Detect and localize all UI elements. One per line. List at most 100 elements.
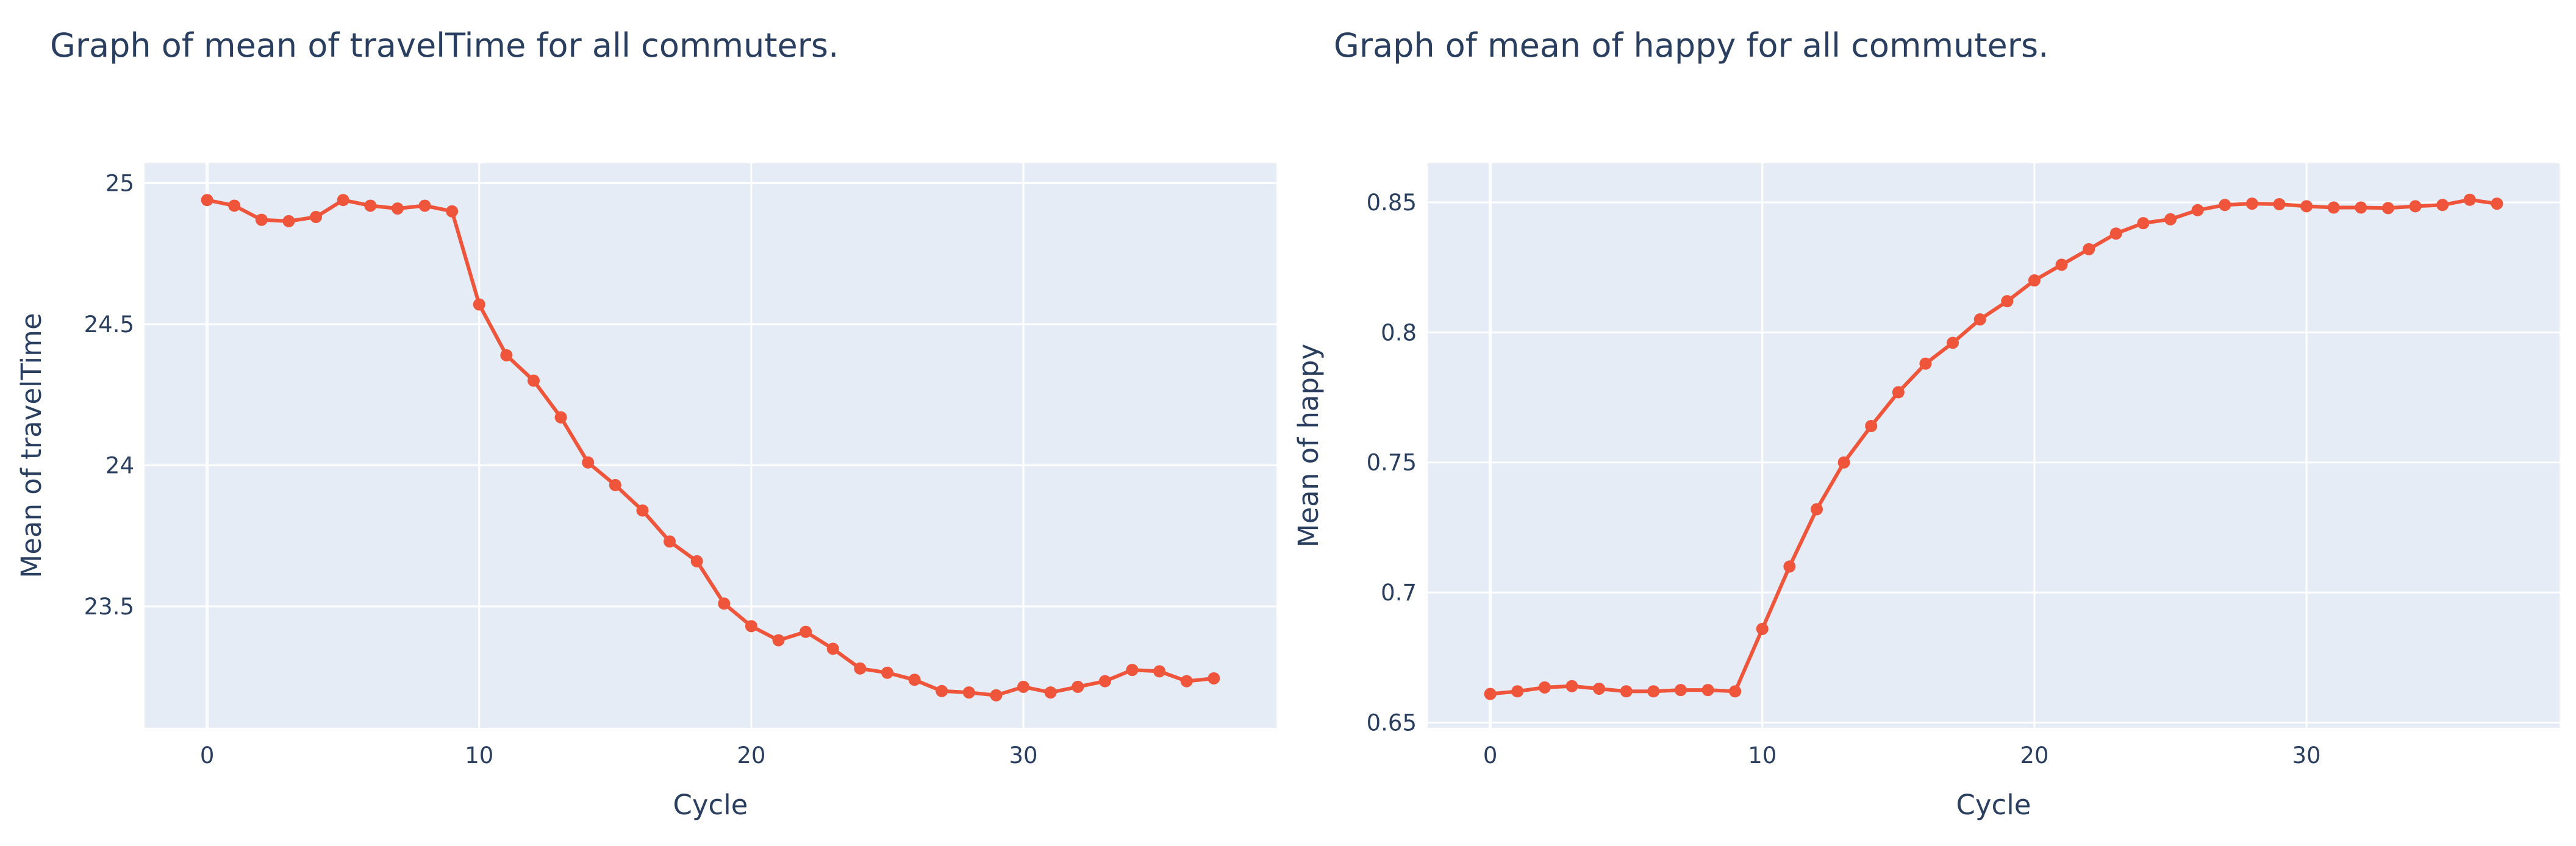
y-tick-label: 24.5 bbox=[84, 311, 134, 338]
x-tick-label: 10 bbox=[1748, 742, 1776, 769]
data-point bbox=[255, 213, 268, 226]
data-point bbox=[2109, 227, 2122, 240]
y-tick-label: 0.85 bbox=[1367, 190, 1417, 216]
data-point bbox=[282, 215, 295, 227]
data-point bbox=[1126, 664, 1139, 677]
data-point bbox=[1892, 386, 1905, 399]
data-point bbox=[1208, 672, 1220, 684]
y-tick-label: 0.65 bbox=[1367, 709, 1417, 736]
x-tick-label: 10 bbox=[465, 742, 493, 769]
data-point bbox=[1811, 503, 1823, 516]
data-point bbox=[2409, 200, 2422, 213]
y-tick-label: 0.75 bbox=[1367, 450, 1417, 476]
data-point bbox=[1837, 456, 1850, 469]
x-tick-labels-travel-time: 0 10 20 30 bbox=[200, 742, 1038, 769]
y-tick-labels-happy: 0.65 0.7 0.75 0.8 0.85 bbox=[1367, 190, 1417, 736]
x-tick-label: 0 bbox=[200, 742, 215, 769]
data-point bbox=[1919, 357, 1932, 370]
data-point bbox=[1538, 681, 1551, 694]
series-markers-happy bbox=[1484, 193, 2503, 700]
data-point bbox=[2219, 199, 2231, 212]
data-point bbox=[1756, 622, 1769, 635]
x-tick-label: 30 bbox=[1009, 742, 1038, 769]
data-point bbox=[337, 194, 349, 207]
chart-title-happy: Graph of mean of happy for all commuters… bbox=[1334, 26, 2048, 65]
data-point bbox=[500, 349, 513, 361]
data-point bbox=[718, 597, 731, 610]
x-tick-label: 30 bbox=[2292, 742, 2321, 769]
data-point bbox=[609, 478, 621, 491]
data-point bbox=[1647, 685, 1660, 698]
data-point bbox=[1947, 336, 1959, 349]
data-point bbox=[2491, 197, 2503, 210]
data-point bbox=[473, 298, 485, 311]
chart-title-travel-time: Graph of mean of travelTime for all comm… bbox=[50, 26, 839, 65]
data-point bbox=[1674, 684, 1687, 697]
data-point bbox=[936, 684, 948, 697]
data-point bbox=[310, 210, 323, 223]
data-point bbox=[201, 194, 213, 207]
data-point bbox=[2381, 202, 2394, 215]
data-point bbox=[826, 642, 839, 655]
data-point bbox=[1180, 675, 1193, 688]
data-point bbox=[2083, 243, 2095, 255]
data-point bbox=[391, 202, 404, 215]
data-point bbox=[1783, 560, 1796, 573]
data-point bbox=[1565, 680, 1578, 692]
y-tick-label: 0.7 bbox=[1381, 580, 1417, 606]
y-tick-labels-travel-time: 23.5 24 24.5 25 bbox=[84, 170, 134, 620]
data-point bbox=[2327, 201, 2340, 214]
data-point bbox=[2164, 213, 2177, 226]
x-tick-label: 0 bbox=[1483, 742, 1498, 769]
data-point bbox=[690, 555, 703, 567]
data-point bbox=[990, 689, 1003, 702]
x-tick-labels-happy: 0 10 20 30 bbox=[1483, 742, 2321, 769]
y-grid-happy bbox=[1428, 201, 2560, 723]
data-point bbox=[2273, 197, 2286, 210]
data-point bbox=[446, 205, 459, 218]
chart-happy: Graph of mean of happy for all commuters… bbox=[1292, 26, 2560, 821]
data-point bbox=[2001, 295, 2014, 308]
data-point bbox=[2245, 197, 2258, 210]
data-point bbox=[1098, 675, 1111, 688]
data-point bbox=[800, 625, 812, 638]
data-point bbox=[1620, 685, 1633, 698]
data-point bbox=[2055, 258, 2068, 271]
data-point bbox=[1701, 684, 1714, 697]
data-point bbox=[1511, 685, 1524, 698]
plot-area-happy bbox=[1428, 163, 2560, 728]
data-point bbox=[636, 504, 649, 517]
data-point bbox=[1973, 313, 1986, 326]
data-point bbox=[1017, 680, 1030, 693]
y-axis-title-happy: Mean of happy bbox=[1292, 344, 1325, 547]
data-point bbox=[881, 666, 893, 679]
data-point bbox=[1729, 685, 1742, 698]
data-point bbox=[228, 199, 241, 212]
data-point bbox=[418, 199, 431, 212]
data-point bbox=[2191, 204, 2204, 216]
data-point bbox=[1593, 682, 1606, 695]
data-point bbox=[2463, 193, 2476, 206]
data-point bbox=[1153, 665, 1166, 678]
data-point bbox=[745, 620, 757, 633]
data-point bbox=[1865, 419, 1878, 432]
data-point bbox=[2436, 199, 2449, 212]
y-grid-travel-time bbox=[145, 182, 1276, 608]
data-point bbox=[664, 535, 676, 548]
data-point bbox=[962, 686, 975, 699]
x-tick-label: 20 bbox=[737, 742, 765, 769]
data-point bbox=[554, 411, 567, 424]
y-tick-label: 0.8 bbox=[1381, 319, 1417, 346]
data-point bbox=[908, 674, 921, 686]
series-markers-travel-time bbox=[201, 194, 1220, 702]
data-point bbox=[528, 374, 540, 387]
y-tick-label: 23.5 bbox=[84, 594, 134, 620]
y-tick-label: 25 bbox=[106, 170, 134, 196]
data-point bbox=[2028, 274, 2041, 287]
data-point bbox=[2137, 217, 2150, 230]
x-axis-title-happy: Cycle bbox=[1956, 789, 2031, 821]
data-point bbox=[1072, 680, 1084, 693]
data-point bbox=[2355, 201, 2367, 214]
x-grid-travel-time bbox=[206, 163, 1025, 728]
